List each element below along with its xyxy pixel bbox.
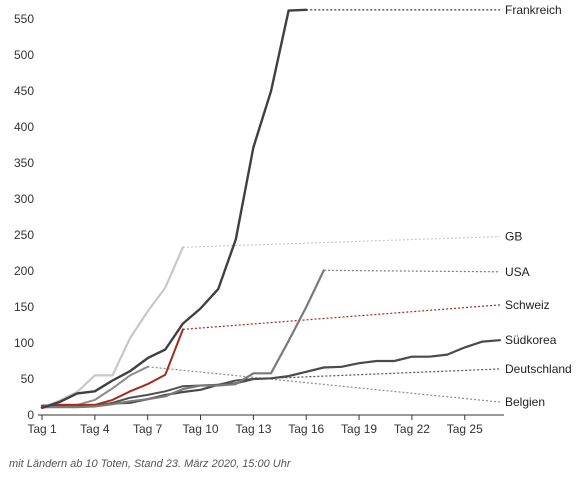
y-tick-label: 500	[14, 48, 34, 62]
y-tick-label: 200	[14, 264, 34, 278]
projection-belgien	[147, 366, 501, 403]
y-tick-label: 300	[14, 192, 34, 206]
x-tick-label: Tag 13	[235, 422, 271, 436]
x-tick-label: Tag 19	[341, 422, 377, 436]
y-axis: 0 50 100 150 200 250 300 350 400 450 500 550	[14, 12, 34, 422]
projection-schweiz	[182, 304, 501, 330]
projection-lines	[147, 9, 501, 403]
x-tick-label: Tag 1	[27, 422, 57, 436]
y-tick-label: 0	[27, 408, 34, 422]
series-line-frankreich	[40, 8, 308, 409]
footnote: mit Ländern ab 10 Toten, Stand 23. März …	[9, 458, 291, 470]
y-tick-label: 50	[21, 372, 35, 386]
y-tick-label: 150	[14, 300, 34, 314]
series-label-frankreich: Frankreich	[505, 3, 562, 17]
series-label-suedkorea: Südkorea	[505, 333, 557, 347]
series-labels: Südkorea Deutschland Belgien Schweiz USA GB Fr…	[505, 3, 572, 409]
projection-gb	[182, 235, 501, 248]
y-tick-label: 550	[14, 12, 34, 26]
series-line-schweiz	[41, 328, 184, 407]
projection-usa	[323, 269, 501, 273]
series-label-belgien: Belgien	[505, 395, 545, 409]
y-tick-label: 250	[14, 228, 34, 242]
x-tick-label: Tag 22	[394, 422, 430, 436]
series-line-gb	[40, 246, 184, 409]
x-tick-label: Tag 25	[447, 422, 483, 436]
x-tick-label: Tag 4	[80, 422, 110, 436]
x-tick-label: Tag 10	[183, 422, 219, 436]
series-label-schweiz: Schweiz	[505, 298, 550, 312]
y-tick-label: 400	[14, 120, 34, 134]
series-label-gb: GB	[505, 230, 522, 244]
series-label-usa: USA	[505, 265, 530, 279]
y-tick-label: 450	[14, 84, 34, 98]
projection-deutschland	[253, 368, 501, 380]
y-tick-label: 100	[14, 336, 34, 350]
x-tick-label: Tag 7	[133, 422, 163, 436]
series-label-deutschland: Deutschland	[505, 362, 572, 376]
x-axis: Tag 1 Tag 4 Tag 7 Tag 10 Tag 13 Tag 16 Tag 19 T…	[27, 415, 483, 436]
series-lines	[40, 8, 502, 409]
x-tick-label: Tag 16	[288, 422, 324, 436]
series-line-usa	[40, 269, 325, 409]
y-tick-label: 350	[14, 156, 34, 170]
